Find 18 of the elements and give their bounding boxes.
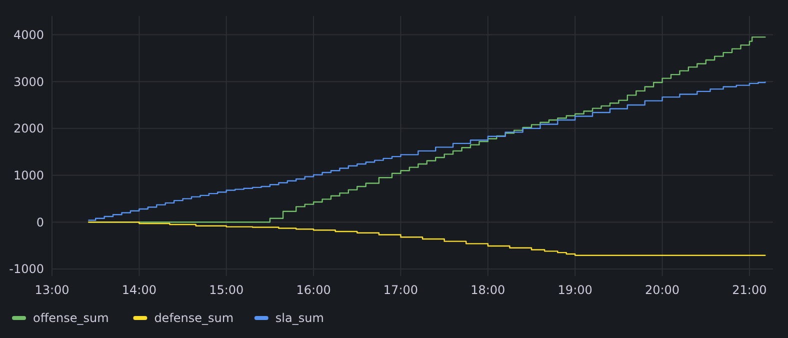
x-tick-label: 18:00 — [470, 283, 506, 297]
y-tick-label: -1000 — [9, 262, 44, 276]
x-tick-label: 16:00 — [296, 283, 331, 297]
x-tick-label: 14:00 — [122, 283, 156, 297]
x-tick-label: 20:00 — [644, 283, 680, 297]
legend-label: offense_sum — [33, 311, 109, 326]
legend-label: defense_sum — [154, 311, 234, 326]
y-tick-label: 0 — [36, 215, 44, 230]
x-tick-label: 17:00 — [383, 283, 418, 297]
x-tick-label: 13:00 — [34, 283, 70, 297]
legend-label: sla_sum — [275, 311, 324, 326]
y-tick-label: 1000 — [13, 168, 44, 182]
x-tick-label: 15:00 — [209, 283, 244, 297]
y-tick-label: 3000 — [13, 74, 44, 89]
x-tick-label: 21:00 — [732, 283, 767, 297]
y-tick-label: 4000 — [13, 28, 44, 42]
x-tick-label: 19:00 — [558, 283, 592, 297]
y-tick-label: 2000 — [13, 122, 44, 136]
